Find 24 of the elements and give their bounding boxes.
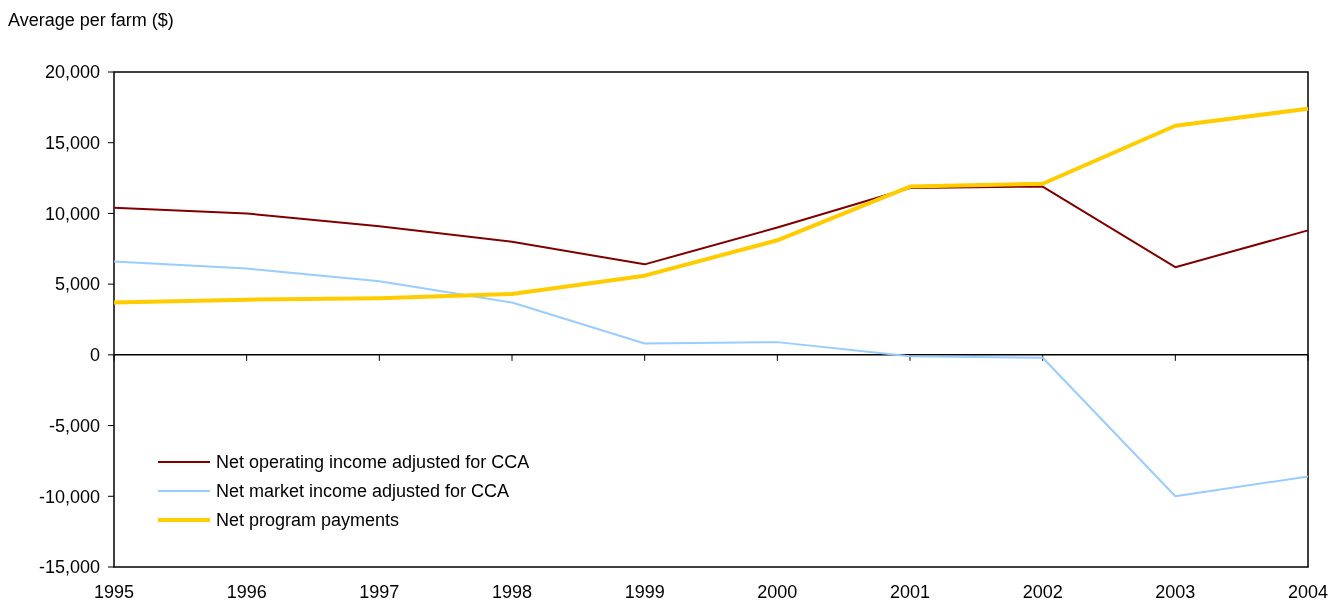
y-tick-label: -10,000 bbox=[38, 486, 100, 507]
line-series bbox=[112, 106, 1310, 305]
legend-label: Net operating income adjusted for CCA bbox=[216, 452, 530, 473]
x-tick-label: 2002 bbox=[1022, 582, 1063, 602]
x-tick-label: 2001 bbox=[889, 582, 931, 602]
x-tick-label: 1998 bbox=[491, 582, 533, 602]
y-axis-title: Average per farm ($) bbox=[8, 10, 174, 30]
y-tick-label: 20,000 bbox=[44, 62, 100, 83]
y-tick-label: -15,000 bbox=[38, 557, 100, 578]
x-tick-label: 2000 bbox=[757, 582, 798, 602]
x-tick-label: 1999 bbox=[624, 582, 665, 602]
x-tick-label: 2003 bbox=[1155, 582, 1196, 602]
x-tick-label: 1997 bbox=[359, 582, 400, 602]
y-tick-label: 0 bbox=[89, 345, 100, 366]
x-tick-label: 2004 bbox=[1287, 582, 1329, 602]
legend-label: Net program payments bbox=[216, 510, 400, 531]
legend-label: Net market income adjusted for CCA bbox=[216, 481, 510, 502]
x-tick-label: 1996 bbox=[226, 582, 267, 602]
y-tick-label: -5,000 bbox=[48, 415, 100, 436]
line-series bbox=[113, 185, 1309, 269]
y-tick-label: 10,000 bbox=[44, 203, 100, 224]
x-tick-label: 1995 bbox=[93, 582, 135, 602]
y-tick-label: 5,000 bbox=[54, 274, 100, 295]
y-tick-label: 15,000 bbox=[44, 133, 100, 154]
